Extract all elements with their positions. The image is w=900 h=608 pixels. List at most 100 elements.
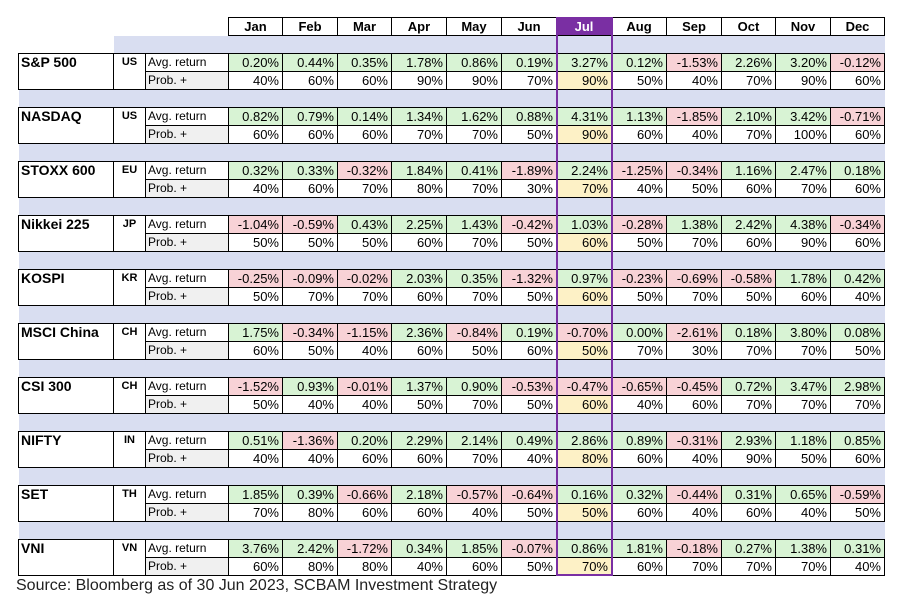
avg-return-cell: 2.18% xyxy=(391,485,447,504)
probability-cell: 40% xyxy=(282,395,338,414)
separator-cell xyxy=(775,521,831,540)
avg-return-cell: -0.32% xyxy=(337,161,392,180)
avg-return-row: SET TH Avg. return 1.85% 0.39% -0.66% 2.18% -0.… xyxy=(18,485,885,522)
separator-cell xyxy=(391,251,447,270)
separator-cell xyxy=(446,251,502,270)
separator-row xyxy=(18,413,885,432)
probability-cell: 50% xyxy=(501,287,557,306)
separator-cell xyxy=(666,521,722,540)
month-header-oct: Oct xyxy=(721,17,776,36)
probability-cell: 50% xyxy=(501,557,557,576)
separator-cell xyxy=(556,413,612,432)
probability-cell: 70% xyxy=(337,287,392,306)
separator-cell xyxy=(113,521,146,540)
avg-return-row: STOXX 600 EU Avg. return 0.32% 0.33% -0.32% 1.… xyxy=(18,161,885,198)
probability-cell: 70% xyxy=(721,395,776,414)
separator-cell xyxy=(391,521,447,540)
avg-return-cell: 0.93% xyxy=(282,377,338,396)
probability-cell: 100% xyxy=(775,125,831,144)
separator-cell xyxy=(18,89,114,108)
probability-label: Prob. + xyxy=(145,71,229,90)
separator-cell xyxy=(145,143,229,162)
avg-return-cell: -0.44% xyxy=(666,485,722,504)
probability-label: Prob. + xyxy=(145,125,229,144)
probability-cell: 70% xyxy=(228,503,283,522)
avg-return-cell: -1.72% xyxy=(337,539,392,558)
separator-cell xyxy=(337,467,392,486)
seasonality-table: Jan Feb Mar Apr May Jun Jul Aug Sep Oct Nov Dec S&P … xyxy=(18,17,885,576)
probability-cell: 50% xyxy=(611,287,667,306)
avg-return-cell: -0.57% xyxy=(446,485,502,504)
probability-cell: 60% xyxy=(721,179,776,198)
separator-cell xyxy=(228,467,283,486)
separator-cell xyxy=(501,35,557,54)
avg-return-cell: 0.08% xyxy=(830,323,885,342)
avg-return-cell: -0.58% xyxy=(721,269,776,288)
probability-cell: 30% xyxy=(501,179,557,198)
probability-cell: 40% xyxy=(391,557,447,576)
avg-return-cell: -1.52% xyxy=(228,377,283,396)
probability-cell: 50% xyxy=(446,341,502,360)
avg-return-cell: 0.31% xyxy=(721,485,776,504)
probability-cell: 80% xyxy=(337,557,392,576)
separator-cell xyxy=(282,197,338,216)
avg-return-cell: 0.18% xyxy=(721,323,776,342)
avg-return-cell: -0.53% xyxy=(501,377,557,396)
avg-return-cell: 1.38% xyxy=(775,539,831,558)
separator-cell xyxy=(721,35,776,54)
probability-cell: 70% xyxy=(611,341,667,360)
probability-cell: 50% xyxy=(721,287,776,306)
avg-return-cell: -1.15% xyxy=(337,323,392,342)
separator-cell xyxy=(145,413,229,432)
separator-cell xyxy=(145,89,229,108)
separator-cell xyxy=(337,359,392,378)
separator-cell xyxy=(228,413,283,432)
separator-cell xyxy=(666,251,722,270)
source-note: Source: Bloomberg as of 30 Jun 2023, SCB… xyxy=(16,577,498,594)
probability-cell: 60% xyxy=(337,503,392,522)
index-name: KOSPI xyxy=(18,269,114,306)
separator-cell xyxy=(18,413,114,432)
probability-cell: 40% xyxy=(501,449,557,468)
probability-cell: 80% xyxy=(282,557,338,576)
avg-return-cell: -2.61% xyxy=(666,323,722,342)
probability-cell: 50% xyxy=(666,179,722,198)
avg-return-row: S&P 500 US Avg. return 0.20% 0.44% 0.35% 1.78%… xyxy=(18,53,885,90)
probability-cell: 60% xyxy=(721,233,776,252)
avg-return-cell: -1.32% xyxy=(501,269,557,288)
avg-return-cell: 2.24% xyxy=(556,161,612,180)
probability-cell: 50% xyxy=(501,233,557,252)
separator-cell xyxy=(666,143,722,162)
probability-cell: 50% xyxy=(830,341,885,360)
separator-cell xyxy=(145,197,229,216)
probability-row: Prob. +40% 60% 70% 80% 70% 30% 70% 40% 50% 60% 70%… xyxy=(19,179,885,198)
probability-cell: 40% xyxy=(830,287,885,306)
probability-cell: 70% xyxy=(337,179,392,198)
separator-cell xyxy=(830,467,885,486)
avg-return-cell: 1.84% xyxy=(391,161,447,180)
separator-cell xyxy=(775,197,831,216)
separator-cell xyxy=(666,305,722,324)
probability-cell: 70% xyxy=(446,449,502,468)
month-header-sep: Sep xyxy=(666,17,722,36)
table-body: Jan Feb Mar Apr May Jun Jul Aug Sep Oct Nov Dec S&P … xyxy=(18,17,885,576)
separator-cell xyxy=(501,251,557,270)
probability-cell: 90% xyxy=(556,125,612,144)
separator-cell xyxy=(446,89,502,108)
separator-cell xyxy=(666,35,722,54)
probability-cell: 70% xyxy=(666,557,722,576)
avg-return-cell: 0.19% xyxy=(501,323,557,342)
avg-return-cell: 2.29% xyxy=(391,431,447,450)
separator-cell xyxy=(556,143,612,162)
probability-cell: 50% xyxy=(501,503,557,522)
avg-return-row: Nikkei 225 JP Avg. return -1.04% -0.59% 0.43%… xyxy=(18,215,885,252)
probability-cell: 60% xyxy=(556,287,612,306)
probability-cell: 70% xyxy=(282,287,338,306)
separator-row xyxy=(18,89,885,108)
separator-cell xyxy=(337,251,392,270)
avg-return-cell: -0.64% xyxy=(501,485,557,504)
probability-cell: 40% xyxy=(666,71,722,90)
probability-cell: 60% xyxy=(611,449,667,468)
probability-cell: 70% xyxy=(556,557,612,576)
avg-return-cell: 0.19% xyxy=(501,53,557,72)
